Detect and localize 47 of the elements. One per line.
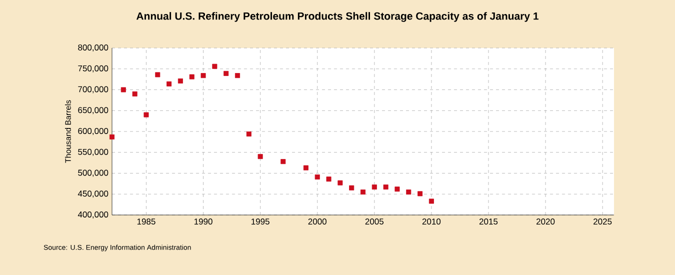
point — [178, 78, 183, 84]
point — [235, 73, 240, 78]
point — [144, 112, 149, 118]
point — [303, 165, 308, 170]
y-tick-label: 550,000 — [78, 148, 108, 156]
point — [246, 131, 252, 136]
y-tick-label: 650,000 — [78, 107, 108, 114]
y-tick-label: 400,000 — [78, 211, 108, 218]
y-tick-label: 700,000 — [78, 86, 108, 94]
point — [155, 72, 160, 78]
y-tick-label: 600,000 — [78, 128, 108, 135]
y-axis-title: Thousand Barrels — [65, 100, 71, 163]
x-tick-label: 1985 — [137, 218, 156, 225]
x-tick-label: 2010 — [422, 218, 441, 225]
point — [110, 134, 115, 140]
point — [428, 198, 434, 204]
point — [120, 87, 126, 92]
point — [132, 91, 138, 96]
x-tick-label: 2025 — [594, 218, 612, 225]
x-tick-label: 2015 — [479, 218, 498, 225]
x-tick-label: 2005 — [365, 218, 384, 225]
point — [394, 186, 400, 192]
point — [360, 190, 366, 195]
x-tick-label: 1995 — [252, 218, 270, 225]
point — [418, 191, 423, 196]
point — [383, 184, 388, 190]
y-tick-label: 800,000 — [78, 44, 108, 52]
x-tick-label: 2020 — [536, 218, 555, 225]
point — [200, 73, 206, 78]
point — [372, 184, 377, 190]
point — [212, 64, 218, 69]
point — [189, 74, 194, 80]
point — [258, 154, 263, 160]
point — [166, 81, 172, 86]
y-tick-label: 450,000 — [78, 190, 108, 198]
point — [280, 159, 286, 164]
x-tick-label: 1990 — [194, 218, 212, 225]
point — [326, 176, 332, 182]
point — [224, 70, 229, 76]
chart-title: Annual U.S. Refinery Petroleum Products Shell Storage Capacity as of January 1 — [136, 12, 538, 22]
point — [406, 190, 412, 195]
x-tick-label: 2000 — [308, 218, 326, 225]
y-tick-label: 750,000 — [78, 65, 108, 72]
point — [314, 174, 320, 180]
point — [338, 180, 343, 186]
point — [349, 185, 354, 190]
y-tick-label: 500,000 — [78, 170, 108, 177]
